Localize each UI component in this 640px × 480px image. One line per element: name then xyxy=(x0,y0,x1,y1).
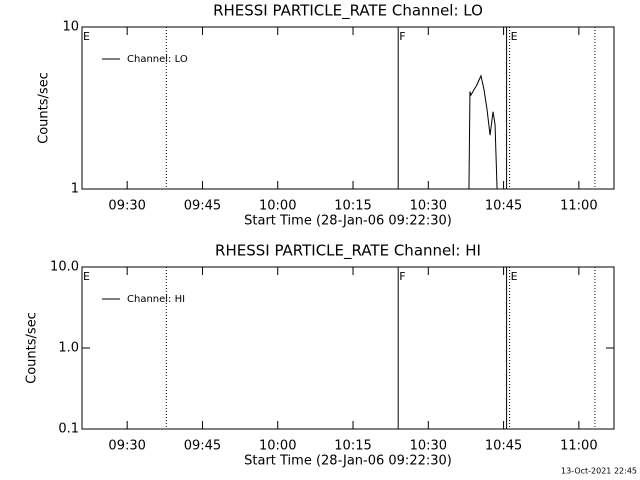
x-tick-label: 11:00 xyxy=(560,439,597,454)
x-tick-label: 10:45 xyxy=(485,439,522,454)
flag-label: F xyxy=(399,30,405,43)
y-tick-label: 0.1 xyxy=(58,422,79,437)
flag-label: E xyxy=(511,270,518,283)
legend-label: Channel: HI xyxy=(127,294,185,305)
x-tick-label: 10:30 xyxy=(410,199,447,214)
flag-label: F xyxy=(399,270,405,283)
y-axis-label: Counts/sec xyxy=(25,312,40,384)
x-tick-label: 10:15 xyxy=(334,439,371,454)
chart-title: RHESSI PARTICLE_RATE Channel: LO xyxy=(213,2,483,21)
x-tick-label: 10:00 xyxy=(259,439,296,454)
x-tick-label: 10:45 xyxy=(485,199,522,214)
chart-title: RHESSI PARTICLE_RATE Channel: HI xyxy=(215,242,481,261)
x-tick-label: 09:30 xyxy=(108,199,145,214)
flag-label: E xyxy=(83,270,90,283)
x-axis-label: Start Time (28-Jan-06 09:22:30) xyxy=(244,214,452,229)
x-tick-label: 10:15 xyxy=(334,199,371,214)
y-axis-label: Counts/sec xyxy=(37,72,52,144)
flag-label: E xyxy=(511,30,518,43)
data-line xyxy=(468,74,498,190)
x-tick-label: 09:30 xyxy=(108,439,145,454)
x-tick-label: 09:45 xyxy=(184,199,221,214)
y-tick-label: 1.0 xyxy=(58,341,79,356)
x-axis-label: Start Time (28-Jan-06 09:22:30) xyxy=(244,454,452,469)
x-tick-label: 09:45 xyxy=(184,439,221,454)
x-tick-label: 11:00 xyxy=(560,199,597,214)
x-tick-label: 10:00 xyxy=(259,199,296,214)
x-tick-label: 10:30 xyxy=(410,439,447,454)
y-tick-label: 10.0 xyxy=(50,260,79,275)
footer: 13-Oct-2021 22:45 xyxy=(561,467,637,476)
flag-label: E xyxy=(83,30,90,43)
y-tick-label: 10 xyxy=(62,20,79,35)
legend-label: Channel: LO xyxy=(127,54,188,65)
y-tick-label: 1 xyxy=(71,182,79,197)
